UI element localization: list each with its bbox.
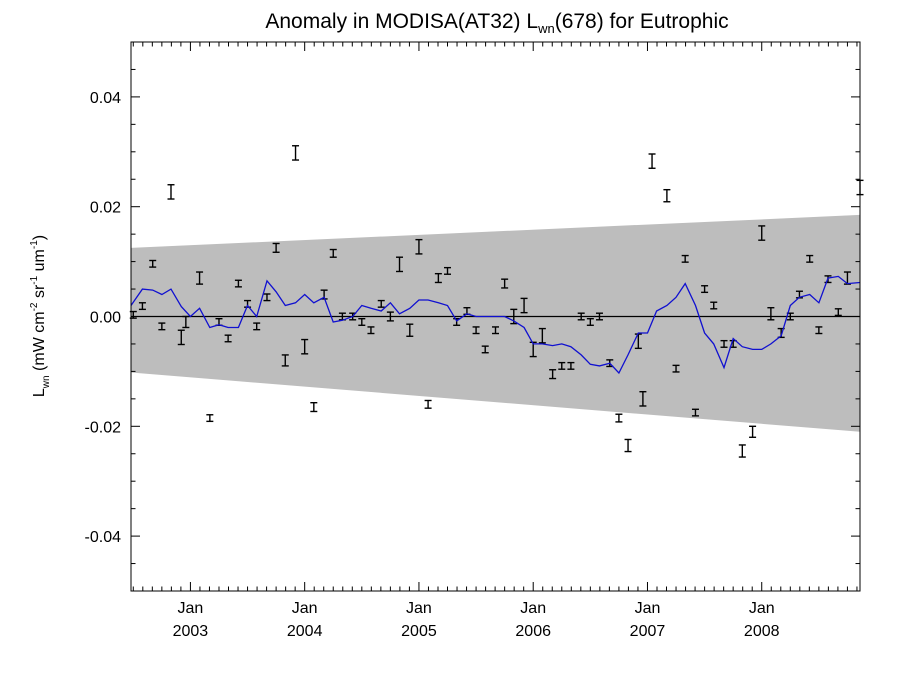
errorbar-point <box>272 242 280 253</box>
errorbar-point <box>206 414 214 423</box>
errorbar-point <box>663 188 671 203</box>
errorbar-point <box>520 297 528 314</box>
x-tick-label-month: Jan <box>520 600 546 617</box>
errorbar-point <box>406 323 414 337</box>
chart-title-subscript: wn <box>537 21 555 36</box>
anomaly-line <box>130 275 861 375</box>
errorbar-point <box>595 312 603 321</box>
errorbar-point <box>138 302 146 311</box>
errorbar-point <box>177 329 185 346</box>
errorbar-point <box>834 308 842 317</box>
errorbar-point <box>701 285 709 294</box>
errorbar-point <box>492 326 499 335</box>
errorbar-point <box>815 326 823 335</box>
y-axis-label-part: (mW cm <box>31 311 48 375</box>
errorbar-point <box>691 408 699 417</box>
x-tick-label-month: Jan <box>178 600 204 617</box>
y-tick-label: 0.04 <box>90 90 121 107</box>
y-axis-label-part: L <box>31 388 48 397</box>
errorbar-point <box>549 369 557 380</box>
errorbar-point <box>434 272 442 284</box>
x-tick-label-year: 2007 <box>630 623 666 640</box>
y-axis-label-part: -1 <box>29 275 40 284</box>
y-axis-label-part: ) <box>31 235 48 240</box>
errorbar-point <box>386 311 394 322</box>
x-tick-label-year: 2008 <box>744 623 780 640</box>
errorbar-point <box>648 153 656 169</box>
errorbar-point <box>377 299 385 308</box>
errorbar-point <box>234 279 242 288</box>
y-axis-label-text: Lwn (mW cm-2 sr-1 um-1) <box>29 235 52 397</box>
x-tick-label-year: 2006 <box>515 623 551 640</box>
errorbar-point <box>720 339 728 348</box>
errorbar-point <box>672 364 680 373</box>
errorbar-point <box>415 238 423 255</box>
errorbar-point <box>529 341 537 358</box>
errorbar-point <box>301 338 309 355</box>
errorbar-point <box>167 184 175 200</box>
errorbar-point <box>615 413 623 423</box>
errorbar-point <box>224 334 232 343</box>
errorbar-point <box>396 256 404 273</box>
errorbar-point <box>624 438 632 453</box>
chart-title: Anomaly in MODISA(AT32) Lwn(678) for Eut… <box>265 10 728 36</box>
x-tick-label-year: 2004 <box>287 623 323 640</box>
errorbar-point <box>253 322 261 331</box>
y-tick-label: -0.04 <box>85 529 122 546</box>
errorbar-point <box>586 317 594 326</box>
errorbar-point <box>577 312 585 321</box>
errorbar-point <box>806 254 814 263</box>
y-tick-label: -0.02 <box>85 419 122 436</box>
y-axis-label-part: -1 <box>29 240 40 249</box>
x-tick-label-month: Jan <box>292 600 318 617</box>
errorbar-point <box>472 326 480 335</box>
x-tick-label-year: 2005 <box>401 623 437 640</box>
errorbar-point <box>567 361 575 370</box>
x-tick-label-month: Jan <box>635 600 661 617</box>
errorbar-point <box>738 444 746 458</box>
x-tick-label-month: Jan <box>749 600 775 617</box>
y-axis-label: Lwn (mW cm-2 sr-1 um-1) <box>29 235 52 397</box>
errorbar-point <box>329 248 337 258</box>
errorbar-point <box>639 391 647 407</box>
errorbar-point <box>558 361 566 370</box>
errorbar-point <box>710 301 718 310</box>
errorbar-point <box>263 293 271 302</box>
errorbar-point <box>281 354 289 367</box>
errorbar-point <box>158 322 166 331</box>
errorbar-point <box>538 327 546 344</box>
y-tick-label: 0.02 <box>90 200 121 217</box>
band-area <box>131 214 860 432</box>
errorbar-point <box>444 266 452 275</box>
errorbar-point <box>767 307 775 321</box>
chart-title-suffix: (678) for Eutrophic <box>555 10 729 33</box>
y-axis-label-part: sr <box>31 284 48 302</box>
errorbar-point <box>310 401 318 413</box>
x-axis-ticks: Jan 2003 Jan 2004 Jan 2005 Jan 2006 Jan 2007 Jan 20… <box>132 42 858 640</box>
errorbar-point <box>358 317 366 326</box>
errorbar-point <box>367 326 375 335</box>
errorbar-point <box>182 315 190 329</box>
errorbar-point <box>749 425 757 438</box>
y-axis-label-part: wn <box>41 375 52 389</box>
chart-title-prefix: Anomaly in MODISA(AT32) L <box>265 10 538 33</box>
errorbar-point <box>681 254 689 263</box>
errorbar-point <box>196 271 204 285</box>
errorbar-point <box>292 145 300 161</box>
errorbar-point <box>149 259 157 268</box>
y-tick-label: 0.00 <box>90 310 121 327</box>
errorbar-point <box>424 399 432 409</box>
errorbar-point <box>758 225 766 241</box>
y-axis-label-part: um <box>31 249 48 276</box>
errorbar-series <box>129 145 864 458</box>
y-axis-ticks: 0.04 0.02 0.00 -0.02 -0.04 <box>85 41 860 592</box>
x-tick-label-year: 2003 <box>173 623 209 640</box>
anomaly-line-series <box>130 275 861 375</box>
errorbar-point <box>481 345 489 354</box>
errorbar-point <box>501 278 509 289</box>
y-axis-label-part: -2 <box>29 302 40 311</box>
confidence-band <box>131 214 860 432</box>
x-tick-label-month: Jan <box>406 600 432 617</box>
